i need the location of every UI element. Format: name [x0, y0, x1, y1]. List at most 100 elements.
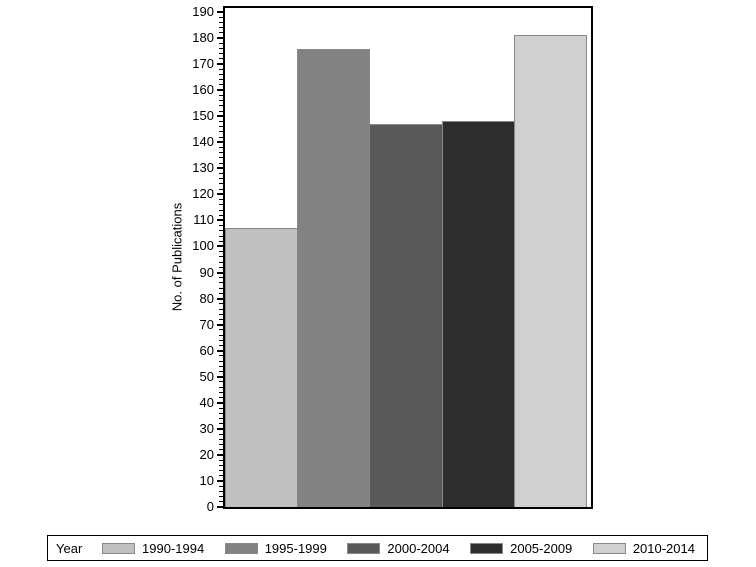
y-minor-tick — [219, 188, 223, 190]
y-minor-tick — [219, 329, 223, 331]
y-tick-label-160: 160 — [192, 82, 214, 98]
y-minor-tick — [219, 256, 223, 258]
y-tick-label-150: 150 — [192, 108, 214, 124]
legend-item-2000-2004: 2000-2004 — [347, 540, 450, 556]
legend-item-2005-2009: 2005-2009 — [470, 541, 572, 556]
y-minor-tick — [219, 318, 223, 320]
y-minor-tick — [219, 464, 223, 466]
y-major-tick-70 — [217, 323, 223, 326]
y-minor-tick — [219, 470, 223, 472]
y-tick-label-40: 40 — [199, 394, 214, 410]
y-minor-tick — [219, 501, 223, 503]
y-major-tick-40 — [217, 401, 223, 404]
y-tick-label-50: 50 — [199, 368, 214, 384]
bar-1990-1994 — [225, 228, 299, 507]
legend: Year 1990-1994 1995-1999 2000-2004 2005-200… — [47, 535, 708, 561]
y-minor-tick — [219, 235, 223, 237]
y-tick-label-90: 90 — [199, 264, 214, 280]
y-minor-tick — [219, 74, 223, 76]
y-major-tick-0 — [217, 506, 223, 508]
y-minor-tick — [219, 397, 223, 399]
y-minor-tick — [219, 417, 223, 419]
y-minor-tick — [219, 308, 223, 310]
legend-swatch-2000-2004 — [347, 542, 381, 554]
y-tick-label-140: 140 — [192, 134, 214, 150]
bar-1995-1999 — [297, 48, 371, 507]
y-minor-tick — [219, 199, 223, 201]
y-minor-tick — [219, 365, 223, 367]
y-minor-tick — [219, 146, 223, 148]
legend-label-2010-2014: 2010-2014 — [632, 540, 695, 556]
y-axis: 0 10 20 30 40 50 60 70 80 90 100 110 120 130 140 150 160… — [139, 4, 223, 514]
y-minor-tick — [219, 423, 223, 425]
bar-2005-2009 — [441, 121, 515, 507]
y-minor-tick — [219, 475, 223, 477]
legend-swatch-1995-1999 — [224, 542, 258, 554]
y-minor-tick — [219, 485, 223, 487]
y-tick-label-10: 10 — [199, 472, 214, 488]
y-tick-label-190: 190 — [192, 4, 214, 19]
y-minor-tick — [219, 449, 223, 451]
legend-swatch-2010-2014 — [592, 542, 626, 554]
y-minor-tick — [219, 391, 223, 393]
y-major-tick-90 — [217, 271, 223, 274]
bar-2000-2004 — [369, 124, 443, 507]
y-minor-tick — [219, 360, 223, 362]
y-minor-tick — [219, 303, 223, 305]
legend-swatch-1990-1994 — [102, 542, 135, 554]
y-minor-tick — [219, 282, 223, 284]
legend-items: 1990-1994 1995-1999 2000-2004 2005-2009 2010… — [102, 541, 707, 556]
y-major-tick-110 — [217, 219, 223, 222]
y-minor-tick — [219, 209, 223, 211]
bar-series — [225, 8, 591, 507]
legend-label-2005-2009: 2005-2009 — [510, 540, 573, 556]
y-major-tick-130 — [217, 167, 223, 170]
y-minor-tick — [219, 443, 223, 445]
y-minor-tick — [219, 152, 223, 154]
legend-title: Year — [56, 540, 83, 556]
y-minor-tick — [219, 68, 223, 70]
y-tick-label-30: 30 — [199, 420, 214, 436]
y-tick-label-180: 180 — [192, 30, 214, 46]
y-minor-tick — [219, 173, 223, 175]
y-minor-tick — [219, 344, 223, 346]
y-minor-tick — [219, 84, 223, 86]
legend-item-2010-2014: 2010-2014 — [592, 540, 695, 556]
y-minor-tick — [219, 214, 223, 216]
y-minor-tick — [219, 313, 223, 315]
y-minor-tick — [219, 27, 223, 29]
y-minor-tick — [219, 496, 223, 498]
y-minor-tick — [219, 32, 223, 34]
y-minor-tick — [219, 100, 223, 102]
y-minor-tick — [219, 277, 223, 279]
y-minor-tick — [219, 251, 223, 253]
y-minor-tick — [219, 42, 223, 44]
y-minor-tick — [219, 339, 223, 341]
y-minor-tick — [219, 386, 223, 388]
y-minor-tick — [219, 58, 223, 60]
y-minor-tick — [219, 110, 223, 112]
y-major-tick-140 — [217, 141, 223, 144]
y-minor-tick — [219, 94, 223, 96]
y-tick-label-80: 80 — [199, 290, 214, 306]
legend-label-2000-2004: 2000-2004 — [387, 540, 450, 556]
y-major-tick-30 — [217, 427, 223, 430]
y-tick-label-60: 60 — [199, 342, 214, 358]
y-minor-tick — [219, 490, 223, 492]
y-major-tick-120 — [217, 193, 223, 196]
y-minor-tick — [219, 371, 223, 373]
y-minor-tick — [219, 204, 223, 206]
y-major-tick-160 — [217, 89, 223, 92]
y-minor-tick — [219, 287, 223, 289]
y-tick-label-0: 0 — [206, 499, 214, 514]
y-tick-label-20: 20 — [199, 446, 214, 462]
legend-label-1990-1994: 1990-1994 — [142, 540, 205, 556]
y-major-tick-150 — [217, 115, 223, 118]
y-minor-tick — [219, 131, 223, 133]
bar-2010-2014 — [513, 35, 587, 507]
y-minor-tick — [219, 433, 223, 435]
legend-item-1995-1999: 1995-1999 — [224, 541, 327, 556]
y-minor-tick — [219, 157, 223, 159]
y-tick-label-110: 110 — [193, 212, 214, 228]
